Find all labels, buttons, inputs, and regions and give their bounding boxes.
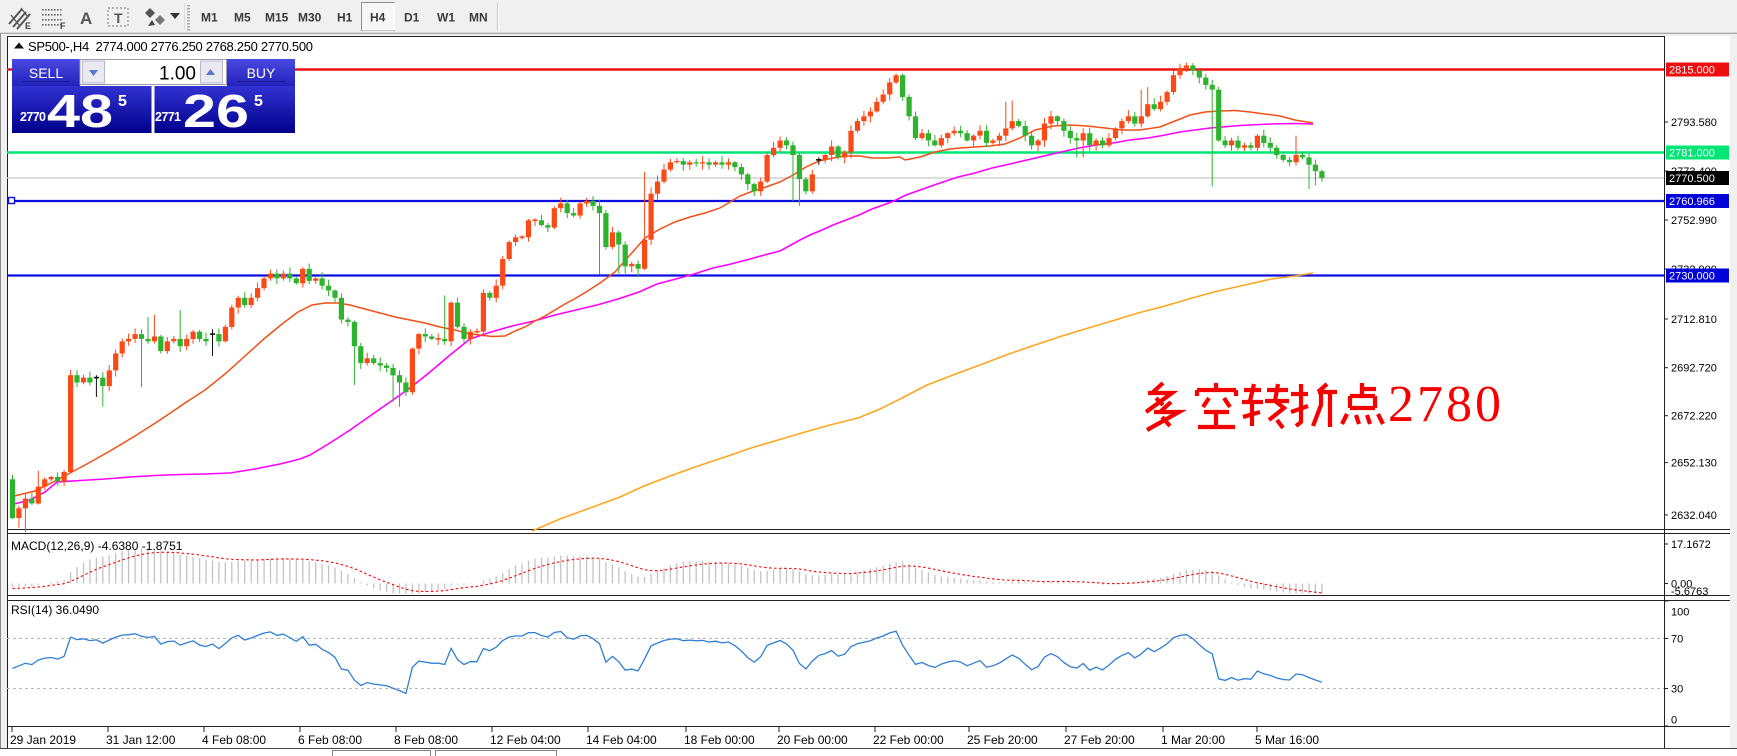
svg-text:2780: 2780 (1388, 376, 1504, 433)
svg-text:MACD(12,26,9) -4.6380 -1.8751: MACD(12,26,9) -4.6380 -1.8751 (11, 539, 183, 553)
svg-text:2632.040: 2632.040 (1671, 510, 1717, 522)
svg-text:2760.966: 2760.966 (1669, 196, 1715, 208)
svg-text:18 Feb 00:00: 18 Feb 00:00 (684, 733, 755, 747)
svg-text:2752.990: 2752.990 (1671, 215, 1717, 227)
svg-text:2770: 2770 (20, 110, 46, 124)
svg-text:D1: D1 (404, 11, 420, 25)
svg-text:W1: W1 (437, 11, 455, 25)
svg-text:H1: H1 (337, 11, 353, 25)
svg-text:0.00: 0.00 (1671, 579, 1692, 591)
svg-text:29 Jan 2019: 29 Jan 2019 (10, 733, 76, 747)
svg-text:14 Feb 04:00: 14 Feb 04:00 (586, 733, 657, 747)
svg-text:M15: M15 (265, 11, 289, 25)
svg-text:BUY: BUY (247, 65, 276, 81)
svg-text:2692.720: 2692.720 (1671, 363, 1717, 375)
svg-text:48: 48 (47, 85, 113, 137)
svg-text:M1: M1 (201, 11, 218, 25)
svg-text:8 Feb 08:00: 8 Feb 08:00 (394, 733, 458, 747)
svg-text:MN: MN (469, 11, 488, 25)
svg-text:31 Jan 12:00: 31 Jan 12:00 (106, 733, 176, 747)
svg-text:5 Mar 16:00: 5 Mar 16:00 (1255, 733, 1319, 747)
svg-text:F: F (60, 21, 66, 31)
svg-text:12 Feb 04:00: 12 Feb 04:00 (490, 733, 561, 747)
svg-text:17.1672: 17.1672 (1671, 539, 1711, 551)
svg-text:100: 100 (1671, 607, 1689, 619)
svg-text:2652.130: 2652.130 (1671, 458, 1717, 470)
svg-text:-5.6763: -5.6763 (1671, 586, 1708, 598)
svg-text:E: E (25, 21, 31, 31)
svg-text:2770.500: 2770.500 (1669, 173, 1715, 185)
svg-text:2793.580: 2793.580 (1671, 117, 1717, 129)
svg-text:0: 0 (1671, 715, 1677, 727)
svg-text:H4: H4 (370, 11, 386, 25)
svg-text:30: 30 (1671, 684, 1683, 696)
svg-text:1 Mar 20:00: 1 Mar 20:00 (1161, 733, 1225, 747)
svg-text:25 Feb 20:00: 25 Feb 20:00 (967, 733, 1038, 747)
svg-text:26: 26 (183, 85, 249, 137)
svg-text:M30: M30 (298, 11, 322, 25)
svg-text:2730.000: 2730.000 (1669, 271, 1715, 283)
svg-text:SP500-,H4 2774.000 2776.250 2: SP500-,H4 2774.000 2776.250 2768.250 277… (28, 39, 313, 54)
svg-text:2771: 2771 (155, 110, 181, 124)
svg-text:T: T (114, 10, 123, 26)
svg-text:1.00: 1.00 (159, 64, 196, 85)
svg-text:27 Feb 20:00: 27 Feb 20:00 (1064, 733, 1135, 747)
svg-text:2781.000: 2781.000 (1669, 148, 1715, 160)
svg-text:22 Feb 00:00: 22 Feb 00:00 (873, 733, 944, 747)
svg-text:A: A (80, 9, 92, 28)
svg-text:2815.000: 2815.000 (1669, 65, 1715, 77)
svg-text:6 Feb 08:00: 6 Feb 08:00 (298, 733, 362, 747)
svg-text:RSI(14) 36.0490: RSI(14) 36.0490 (11, 603, 99, 617)
svg-text:5: 5 (118, 93, 127, 110)
svg-text:M5: M5 (234, 11, 251, 25)
svg-text:20 Feb 00:00: 20 Feb 00:00 (777, 733, 848, 747)
svg-text:2672.220: 2672.220 (1671, 411, 1717, 423)
svg-text:70: 70 (1671, 634, 1683, 646)
svg-text:4 Feb 08:00: 4 Feb 08:00 (202, 733, 266, 747)
svg-text:5: 5 (254, 93, 263, 110)
svg-text:2712.810: 2712.810 (1671, 314, 1717, 326)
svg-text:SELL: SELL (29, 65, 63, 81)
